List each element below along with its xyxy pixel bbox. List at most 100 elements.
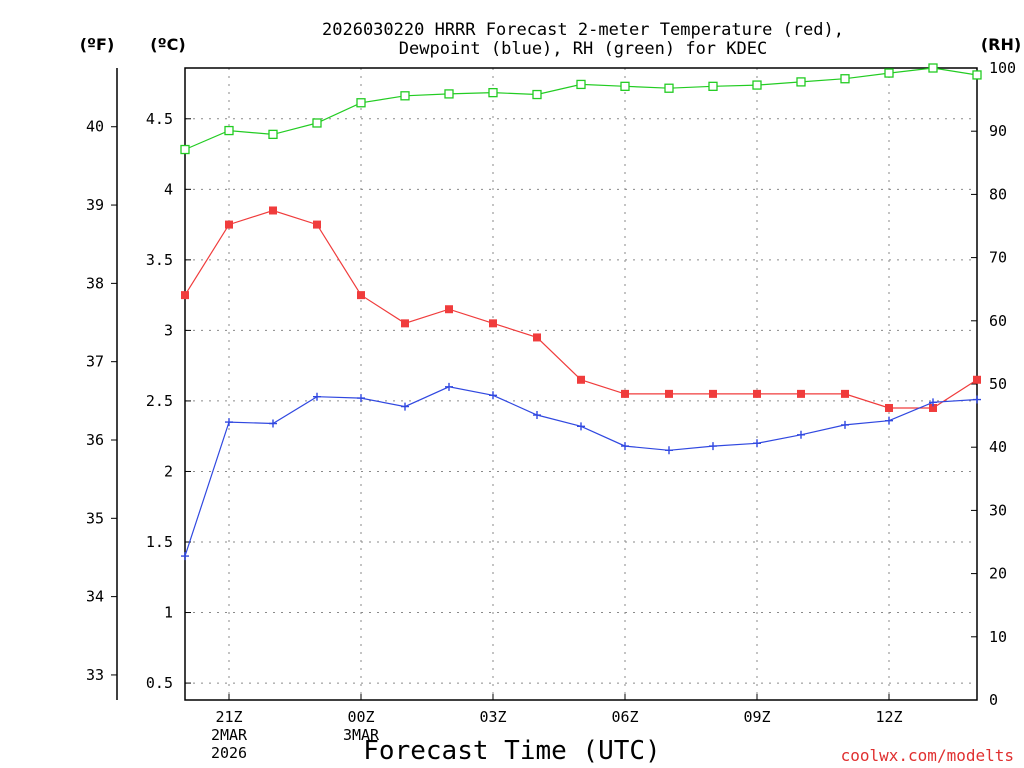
series-dewpoint — [181, 382, 981, 561]
credit-label: coolwx.com/modelts — [841, 746, 1014, 765]
dewpoint-point — [269, 419, 277, 428]
rh-tick-label: 70 — [989, 249, 1007, 267]
temperature-point — [709, 389, 717, 398]
temperature-point — [357, 291, 365, 300]
rh-tick-label: 100 — [989, 59, 1016, 77]
x-tick-label: 03Z — [479, 708, 506, 726]
celsius-tick-label: 1 — [164, 604, 173, 622]
dewpoint-point — [181, 552, 189, 561]
chart-title-line-1: 2026030220 HRRR Forecast 2-meter Tempera… — [322, 20, 844, 40]
dewpoint-point — [357, 394, 365, 403]
dewpoint-point — [709, 442, 717, 451]
celsius-tick-label: 2 — [164, 462, 173, 480]
rh-tick-label: 50 — [989, 375, 1007, 393]
fahrenheit-tick-label: 40 — [86, 118, 104, 136]
rh-point — [576, 79, 586, 90]
rh-tick-label: 0 — [989, 691, 998, 709]
fahrenheit-tick-label: 37 — [86, 353, 104, 371]
rh-point — [928, 63, 938, 73]
rh-tick-label: 60 — [989, 312, 1007, 330]
dewpoint-point — [885, 416, 893, 425]
rh-point — [972, 70, 982, 80]
temperature-point — [753, 389, 761, 398]
temperature-point — [665, 389, 673, 398]
gridlines — [185, 68, 977, 700]
rh-point — [840, 74, 850, 84]
celsius-tick-label: 3 — [164, 321, 173, 339]
rh-tick-label: 40 — [989, 438, 1007, 456]
dewpoint-point — [445, 382, 453, 391]
rh-point — [620, 81, 630, 91]
rh-point — [752, 80, 762, 90]
fahrenheit-tick-label: 34 — [86, 588, 104, 606]
fahrenheit-tick-label: 36 — [86, 431, 104, 449]
celsius-unit-label: (ºC) — [150, 35, 185, 54]
temperature-point — [885, 403, 893, 412]
rh-point — [312, 118, 322, 128]
temperature-point — [401, 319, 409, 328]
fahrenheit-unit-label: (ºF) — [80, 35, 115, 54]
rh-tick-label: 10 — [989, 628, 1007, 646]
rh-tick-label: 80 — [989, 185, 1007, 203]
temperature-point — [797, 389, 805, 398]
temperature-point — [445, 305, 453, 314]
dewpoint-point — [973, 395, 981, 404]
rh-point — [708, 81, 718, 91]
x-tick-label: 06Z — [611, 708, 638, 726]
dewpoint-point — [797, 430, 805, 439]
rh-point — [180, 144, 190, 155]
dewpoint-point — [313, 392, 321, 401]
x-tick-label: 3MAR — [343, 726, 380, 744]
axes: 0.5 1 1.5 2 2.5 3 3.5 4 4.5 33 34 35 36 37 38 39 40 0 10 20… — [86, 59, 1016, 762]
x-tick-label: 09Z — [743, 708, 770, 726]
fahrenheit-tick-label: 33 — [86, 666, 104, 684]
series-temperature — [181, 206, 981, 412]
temperature-point — [841, 389, 849, 398]
temperature-point — [929, 403, 937, 412]
temperature-point — [181, 291, 189, 300]
dewpoint-point — [621, 442, 629, 451]
rh-point — [488, 87, 498, 98]
temperature-point — [269, 206, 277, 215]
rh-point — [444, 89, 454, 99]
rh-tick-label: 30 — [989, 501, 1007, 519]
temperature-point — [533, 333, 541, 342]
chart-title-line-2: Dewpoint (blue), RH (green) for KDEC — [399, 39, 767, 59]
x-tick-label: 2MAR — [211, 726, 248, 744]
dewpoint-point — [665, 446, 673, 455]
fahrenheit-tick-label: 38 — [86, 274, 104, 292]
dewpoint-point — [753, 439, 761, 448]
celsius-tick-label: 2.5 — [146, 392, 173, 410]
temperature-point — [973, 375, 981, 384]
temperature-point — [225, 220, 233, 229]
celsius-tick-label: 4 — [164, 180, 173, 198]
rh-point — [400, 91, 410, 101]
temperature-point — [489, 319, 497, 328]
rh-point — [532, 89, 542, 100]
dewpoint-point — [533, 411, 541, 420]
temperature-point — [577, 375, 585, 384]
rh-point — [796, 77, 806, 87]
temperature-point — [313, 220, 321, 229]
rh-unit-label: (RH) — [981, 35, 1021, 54]
rh-point — [268, 129, 278, 140]
x-tick-label: 21Z — [215, 708, 242, 726]
fahrenheit-tick-label: 39 — [86, 196, 104, 214]
x-tick-label: 00Z — [347, 708, 374, 726]
series-rh — [180, 63, 982, 155]
x-axis-label: Forecast Time (UTC) — [363, 736, 660, 766]
rh-point — [664, 83, 674, 93]
dewpoint-point — [489, 391, 497, 400]
fahrenheit-tick-label: 35 — [86, 509, 104, 527]
rh-tick-label: 90 — [989, 122, 1007, 140]
dewpoint-point — [401, 402, 409, 411]
dewpoint-point — [577, 422, 585, 431]
celsius-tick-label: 0.5 — [146, 674, 173, 692]
rh-tick-label: 20 — [989, 565, 1007, 583]
dewpoint-point — [225, 418, 233, 427]
plot-frame — [184, 67, 978, 701]
dewpoint-point — [929, 398, 937, 407]
rh-point — [224, 125, 234, 136]
celsius-tick-label: 4.5 — [146, 110, 173, 128]
